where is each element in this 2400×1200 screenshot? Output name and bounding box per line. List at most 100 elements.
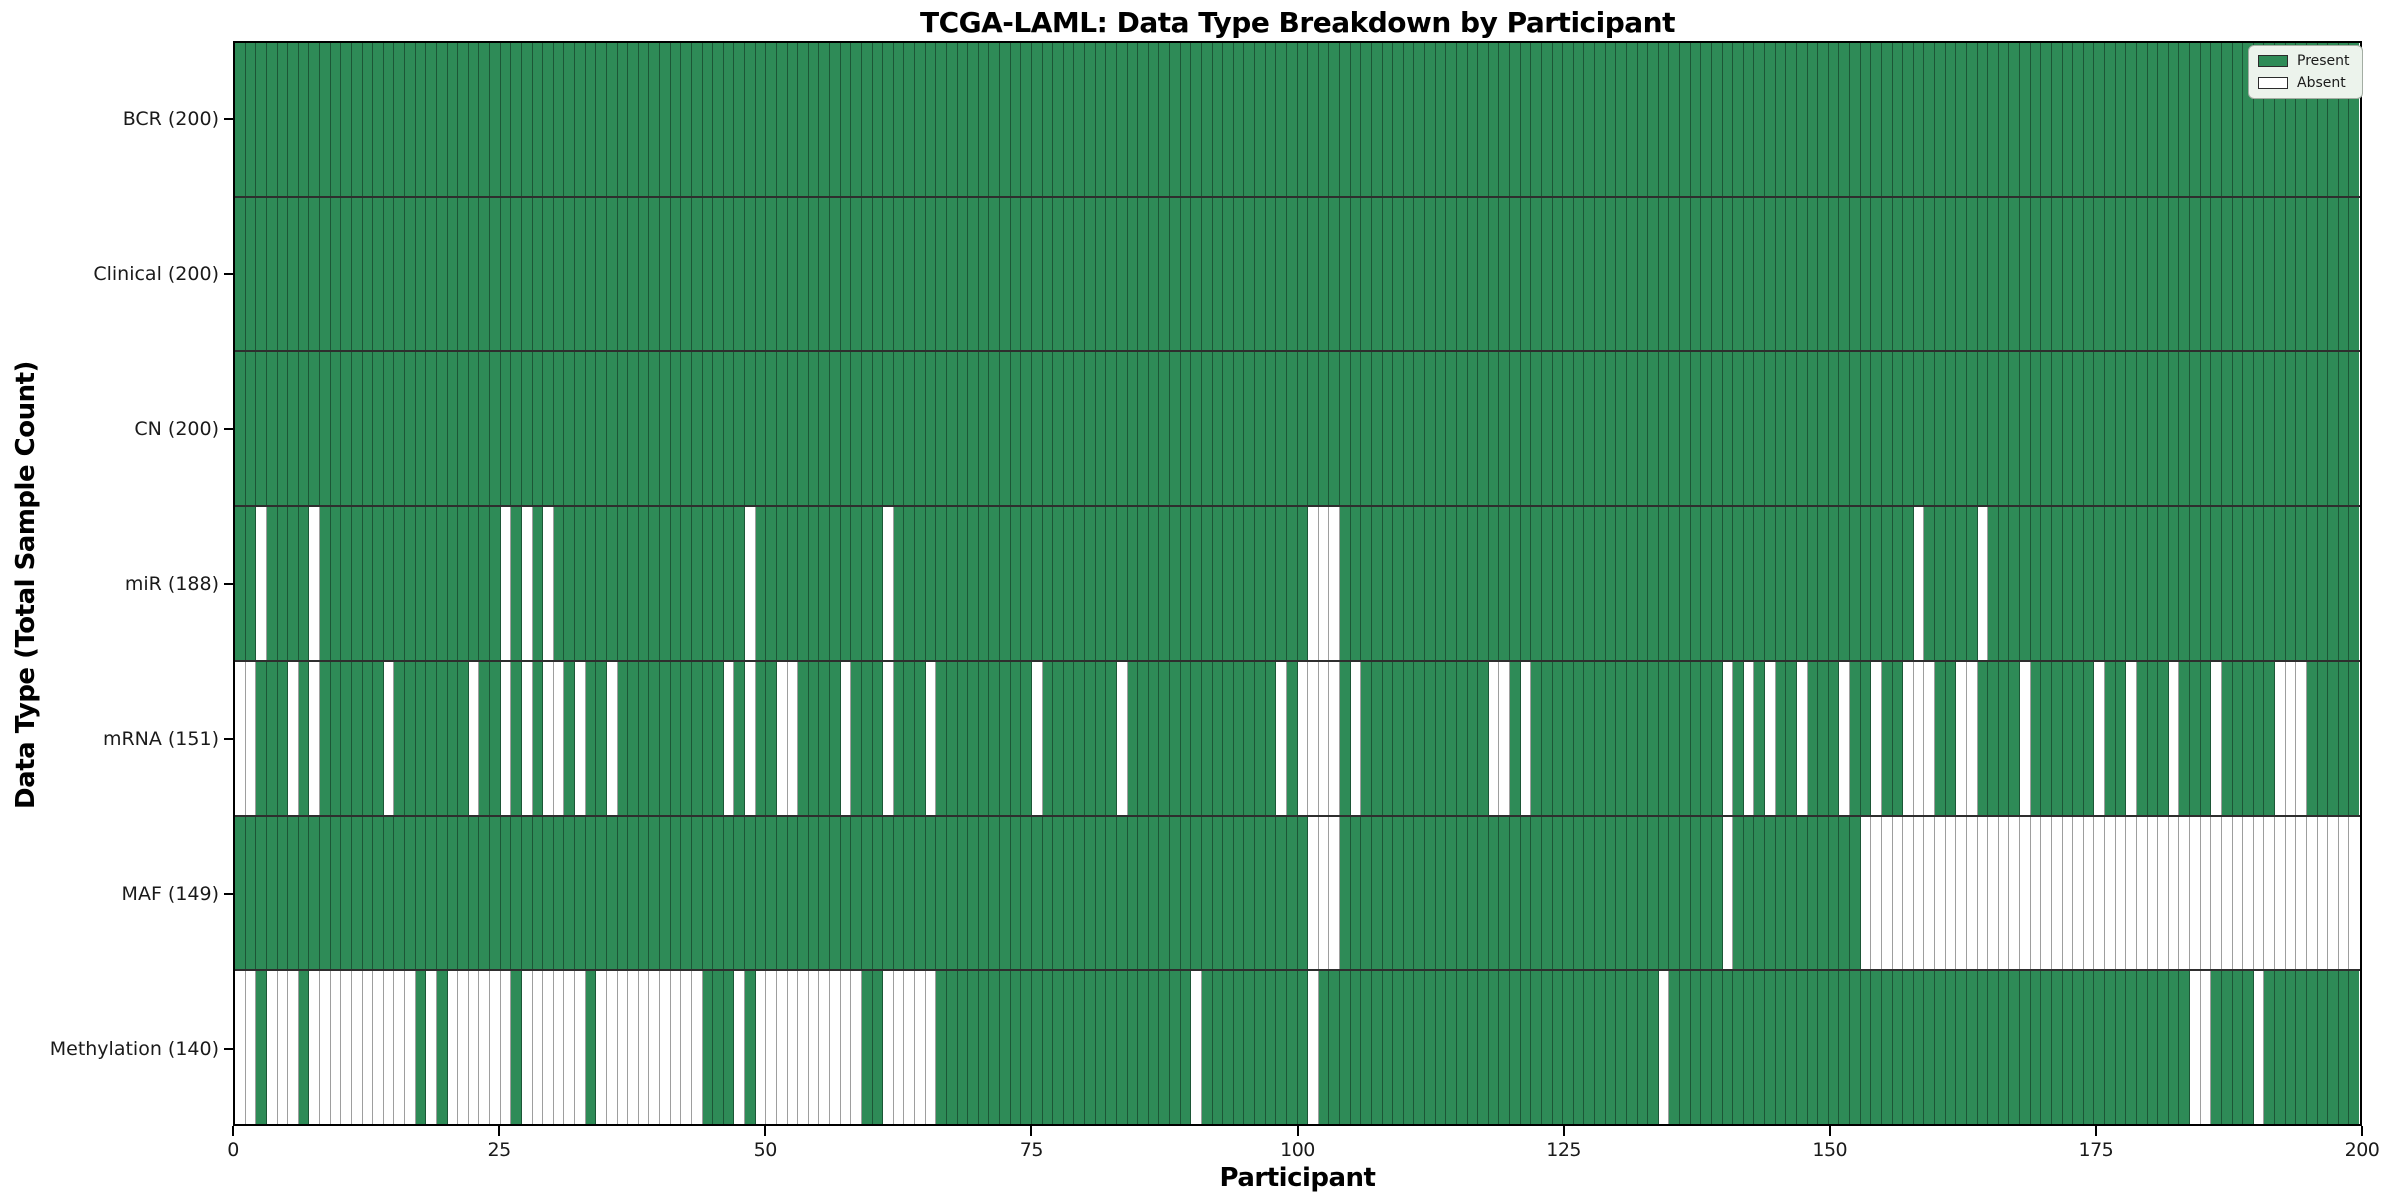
absent-cell <box>2105 816 2116 970</box>
present-cell <box>1021 971 1032 1125</box>
present-cell <box>1403 661 1415 815</box>
present-cell <box>1042 971 1054 1125</box>
present-cell <box>2051 507 2063 660</box>
present-cell <box>2190 661 2201 815</box>
present-cell <box>1881 197 1893 351</box>
present-cell <box>1297 352 1309 506</box>
present-cell <box>1456 352 1468 506</box>
present-cell <box>1828 197 1840 351</box>
present-cell <box>1318 197 1330 351</box>
present-cell <box>1371 661 1383 815</box>
present-cell <box>1860 507 1872 660</box>
present-cell <box>1499 507 1510 660</box>
present-cell <box>936 816 947 970</box>
present-cell <box>585 43 597 196</box>
present-cell <box>819 507 830 660</box>
present-cell <box>968 43 979 196</box>
present-cell <box>1329 971 1340 1125</box>
present-cell <box>511 971 522 1125</box>
present-cell <box>330 507 342 660</box>
present-cell <box>2306 971 2318 1125</box>
present-cell <box>2062 197 2074 351</box>
absent-cell <box>2136 816 2148 970</box>
present-cell <box>2349 661 2359 815</box>
present-cell <box>1308 197 1319 351</box>
absent-cell <box>256 507 267 660</box>
present-cell <box>713 816 724 970</box>
absent-cell <box>734 971 745 1125</box>
absent-cell <box>458 971 469 1125</box>
present-cell <box>1265 352 1277 506</box>
present-cell <box>1350 352 1362 506</box>
absent-cell <box>2285 816 2297 970</box>
present-cell <box>1913 971 1925 1125</box>
present-cell <box>915 661 926 815</box>
present-cell <box>2306 352 2318 506</box>
present-cell <box>500 816 512 970</box>
present-cell <box>1010 661 1022 815</box>
present-cell <box>2083 971 2095 1125</box>
absent-cell <box>1308 507 1319 660</box>
present-cell <box>1701 816 1712 970</box>
present-cell <box>1850 816 1861 970</box>
present-cell <box>989 971 1000 1125</box>
absent-cell <box>915 971 926 1125</box>
present-cell <box>904 816 915 970</box>
present-cell <box>1255 661 1266 815</box>
present-cell <box>1414 43 1425 196</box>
heatmap-row-mir <box>235 507 2360 662</box>
absent-cell <box>1966 816 1978 970</box>
present-cell <box>1871 971 1882 1125</box>
present-cell <box>1425 971 1436 1125</box>
present-cell <box>1690 43 1702 196</box>
present-cell <box>989 816 1000 970</box>
present-cell <box>1170 816 1181 970</box>
absent-cell <box>840 661 852 815</box>
present-cell <box>1435 43 1447 196</box>
present-cell <box>691 507 703 660</box>
present-cell <box>1265 197 1277 351</box>
present-cell <box>2338 352 2350 506</box>
present-cell <box>362 661 374 815</box>
present-cell <box>1722 197 1734 351</box>
absent-cell <box>2020 816 2031 970</box>
absent-cell <box>2168 661 2180 815</box>
present-cell <box>755 43 767 196</box>
absent-cell <box>1988 816 1999 970</box>
absent-cell <box>1998 816 2010 970</box>
present-cell <box>2051 352 2063 506</box>
present-cell <box>1074 971 1085 1125</box>
present-cell <box>1945 507 1957 660</box>
present-cell <box>2232 197 2244 351</box>
present-cell <box>1488 352 1500 506</box>
present-cell <box>1276 43 1287 196</box>
present-cell <box>1255 197 1266 351</box>
present-cell <box>532 352 544 506</box>
present-cell <box>585 816 597 970</box>
present-cell <box>1977 352 1989 506</box>
present-cell <box>405 661 416 815</box>
present-cell <box>893 352 905 506</box>
present-cell <box>405 43 416 196</box>
present-cell <box>1191 507 1202 660</box>
present-cell <box>1690 352 1702 506</box>
present-cell <box>1850 507 1861 660</box>
present-cell <box>1435 352 1447 506</box>
present-cell <box>798 352 809 506</box>
present-cell <box>521 43 533 196</box>
x-tick-mark <box>2094 1126 2097 1136</box>
present-cell <box>1403 816 1415 970</box>
present-cell <box>702 816 714 970</box>
present-cell <box>415 816 427 970</box>
present-cell <box>1924 43 1935 196</box>
present-cell <box>553 197 565 351</box>
present-cell <box>1839 352 1850 506</box>
present-cell <box>670 507 682 660</box>
present-cell <box>1733 816 1744 970</box>
present-cell <box>1701 507 1712 660</box>
x-tick-label-175: 175 <box>2078 1139 2114 1161</box>
present-cell <box>1510 352 1521 506</box>
present-cell <box>1584 971 1595 1125</box>
present-cell <box>2296 507 2307 660</box>
present-cell <box>1680 43 1691 196</box>
